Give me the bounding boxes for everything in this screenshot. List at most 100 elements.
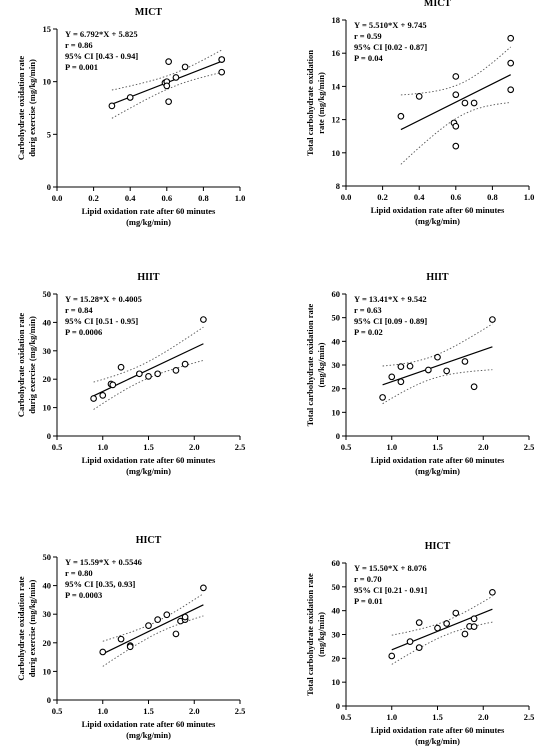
stats-annotation: 95% CI [0.43 - 0.94] <box>65 51 138 61</box>
regression-line <box>102 604 204 655</box>
data-point <box>470 383 478 391</box>
y-axis-label: Carbohydrate oxidation rate <box>16 313 26 418</box>
x-axis-label: Lipid oxidation rate after 60 minutes <box>82 455 216 465</box>
x-tick-label: 0.6 <box>161 193 172 203</box>
y-tick-label: 10 <box>43 666 52 676</box>
y-tick-label: 10 <box>332 677 341 687</box>
y-tick-label: 40 <box>332 606 341 616</box>
data-point <box>470 615 478 623</box>
data-point <box>452 609 460 617</box>
data-point <box>388 652 396 660</box>
x-axis-label: Lipid oxidation rate after 60 minutes <box>82 206 216 216</box>
data-point <box>90 395 97 402</box>
y-axis-label: (mg/kg/min) <box>316 342 326 387</box>
stats-annotation: r = 0.86 <box>65 40 93 50</box>
data-point <box>181 63 189 71</box>
y-tick-label: 40 <box>332 336 341 346</box>
y-axis-label: (mg/kg/min) <box>316 612 326 657</box>
chart-title: HIIT <box>137 272 160 283</box>
y-axis-label: Carbohydrate oxidation rate <box>16 576 26 681</box>
data-point <box>452 142 460 150</box>
stats-annotation: Y = 6.792*X + 5.825 <box>65 29 138 39</box>
data-point <box>470 623 478 630</box>
stats-annotation: r = 0.84 <box>65 305 93 315</box>
data-point <box>434 624 441 632</box>
chart-panel-3: HIIT 0.5 1.0 1.5 2.0 2.5 0 10 20 30 40 50 Lipid oxid… <box>16 272 245 476</box>
stats-annotation: Y = 15.50*X + 8.076 <box>354 563 427 573</box>
data-point <box>165 58 172 66</box>
x-axis-label: (mg/kg/min) <box>415 466 460 476</box>
x-tick-label: 0.0 <box>52 193 63 203</box>
x-tick-label: 0.5 <box>52 706 63 716</box>
y-tick-label: 60 <box>332 289 341 299</box>
chart-title: MICT <box>135 7 163 18</box>
y-tick-label: 0 <box>47 695 51 705</box>
regression-line <box>400 74 511 131</box>
ci-lower-band <box>382 369 493 405</box>
stats-annotation: Y = 15.28*X + 0.4005 <box>65 294 142 304</box>
y-tick-label: 5 <box>47 129 51 139</box>
x-tick-label: 1.0 <box>386 712 397 722</box>
x-tick-label: 0.6 <box>450 192 461 202</box>
data-point <box>452 73 460 80</box>
stats-annotation: r = 0.80 <box>65 568 93 578</box>
chart-title: HIIT <box>426 272 449 283</box>
y-tick-label: 50 <box>43 552 52 562</box>
x-tick-label: 1.5 <box>143 442 154 452</box>
stats-annotation: Y = 5.510*X + 9.745 <box>354 20 427 30</box>
y-axis-label: durig exercise (mg/kg/min) <box>27 580 37 678</box>
ci-upper-band <box>102 593 204 642</box>
stats-annotation: 95% CI [0.51 - 0.95] <box>65 316 138 326</box>
stats-annotation: r = 0.63 <box>354 305 382 315</box>
y-tick-label: 50 <box>43 289 52 299</box>
y-tick-label: 30 <box>332 360 341 370</box>
x-tick-label: 1.5 <box>432 712 443 722</box>
y-tick-label: 18 <box>332 15 341 25</box>
data-point <box>415 619 423 626</box>
data-point <box>163 611 171 619</box>
data-point <box>163 82 171 90</box>
data-point <box>99 392 107 399</box>
x-axis-label: Lipid oxidation rate after 60 minutes <box>371 455 505 465</box>
data-point <box>181 360 189 368</box>
chart-title: HICT <box>425 541 451 552</box>
data-point <box>117 635 125 643</box>
stats-annotation: P = 0.001 <box>65 62 98 72</box>
data-point <box>443 367 451 375</box>
data-point <box>461 630 469 638</box>
y-tick-label: 40 <box>43 317 52 327</box>
x-tick-label: 2.5 <box>235 706 246 716</box>
x-tick-label: 2.0 <box>189 442 200 452</box>
regression-line <box>391 608 493 651</box>
y-tick-label: 30 <box>43 609 52 619</box>
y-tick-label: 0 <box>47 182 51 192</box>
x-tick-label: 1.0 <box>386 442 397 452</box>
data-point <box>397 378 405 386</box>
x-tick-label: 1.0 <box>97 442 108 452</box>
chart-panel-5: HICT 0.5 1.0 1.5 2.0 2.5 0 10 20 30 40 50 Lipid oxid… <box>16 535 245 740</box>
data-point <box>379 394 386 401</box>
y-axis-label: Total carbohydrate oxidation rate <box>305 573 315 696</box>
stats-annotation: P = 0.04 <box>354 53 383 63</box>
x-tick-label: 2.5 <box>524 442 535 452</box>
chart-title: HICT <box>136 535 162 546</box>
x-tick-label: 0.2 <box>377 192 388 202</box>
x-tick-label: 1.0 <box>235 193 246 203</box>
stats-annotation: P = 0.0006 <box>65 327 102 337</box>
y-tick-label: 0 <box>336 431 340 441</box>
y-tick-label: 60 <box>332 558 341 568</box>
y-axis-label: Total carbohydrate oxidation <box>305 50 315 156</box>
y-tick-label: 20 <box>332 653 341 663</box>
data-point <box>452 122 460 130</box>
data-point <box>443 620 451 627</box>
regression-line <box>93 343 204 397</box>
data-point <box>126 94 134 101</box>
x-tick-label: 0.4 <box>414 192 425 202</box>
data-point <box>145 373 152 380</box>
stats-annotation: P = 0.01 <box>354 596 383 606</box>
stats-annotation: 95% CI [0.09 - 0.89] <box>354 316 427 326</box>
data-point <box>154 616 161 623</box>
y-tick-label: 14 <box>332 81 341 91</box>
data-point <box>461 99 469 107</box>
